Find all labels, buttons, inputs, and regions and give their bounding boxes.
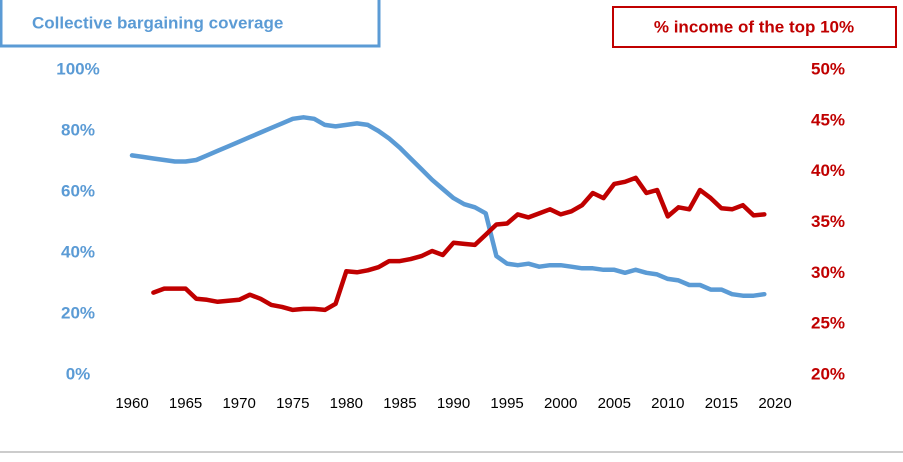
x-tick-label: 2020	[758, 395, 791, 412]
y2-tick-label: 25%	[811, 314, 845, 333]
x-tick-label: 1975	[276, 395, 309, 412]
x-tick-label: 1995	[490, 395, 523, 412]
line-series	[151, 175, 767, 313]
x-tick-label: 1990	[437, 395, 470, 412]
x-tick-label: 1960	[115, 395, 148, 412]
y-tick-label: 0%	[66, 364, 91, 383]
y2-tick-label: 40%	[811, 161, 845, 180]
y-tick-label: 100%	[56, 59, 99, 78]
line-series	[129, 115, 767, 298]
x-tick-label: 2005	[598, 395, 631, 412]
legend-box	[612, 6, 897, 48]
x-tick-label: 1965	[169, 395, 202, 412]
y2-tick-label: 35%	[811, 212, 845, 231]
y-tick-label: 20%	[61, 303, 95, 322]
y-tick-label: 60%	[61, 181, 95, 200]
legend-label: % income of the top 10%	[654, 17, 854, 36]
legend-label: Collective bargaining coverage	[32, 13, 283, 32]
x-tick-label: 1985	[383, 395, 416, 412]
y-tick-label: 80%	[61, 120, 95, 139]
y2-tick-label: 20%	[811, 364, 845, 383]
x-tick-label: 2010	[651, 395, 684, 412]
x-tick-label: 1980	[330, 395, 363, 412]
y2-tick-label: 50%	[811, 59, 845, 78]
y-tick-label: 40%	[61, 242, 95, 261]
legend-box	[0, 0, 381, 48]
x-tick-label: 1970	[222, 395, 255, 412]
x-tick-label: 2015	[705, 395, 738, 412]
x-tick-label: 2000	[544, 395, 577, 412]
y2-tick-label: 30%	[811, 263, 845, 282]
y2-tick-label: 45%	[811, 110, 845, 129]
